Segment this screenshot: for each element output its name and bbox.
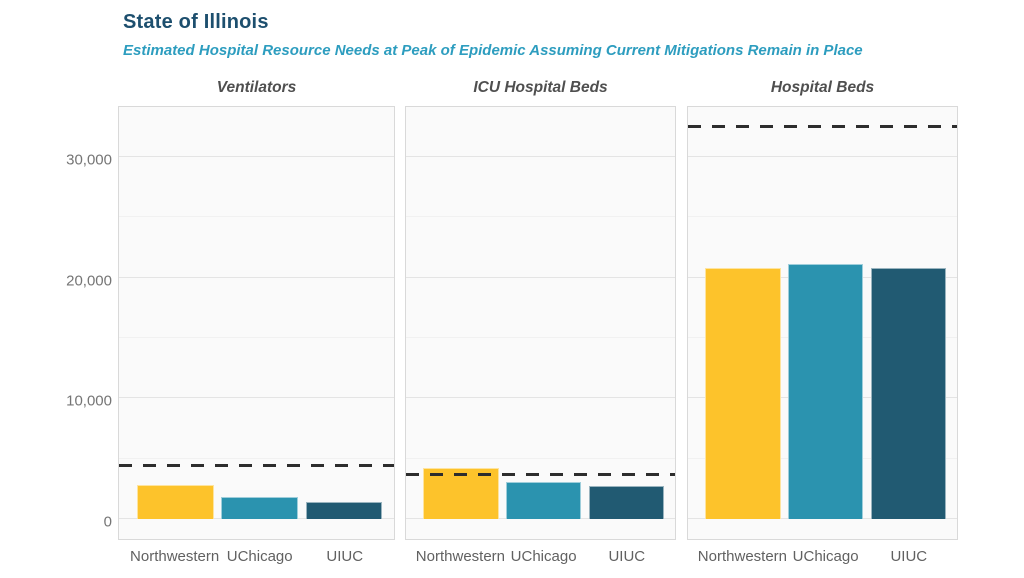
bar-uchicago xyxy=(506,481,582,519)
minor-gridline xyxy=(119,457,394,459)
x-axis-labels: Northwestern UChicago UIUC xyxy=(687,548,958,568)
facet-title-icu-hospital-beds: ICU Hospital Beds xyxy=(473,79,608,96)
facet-title-ventilators: Ventilators xyxy=(216,79,297,96)
minor-gridline xyxy=(688,216,957,218)
bar-uiuc xyxy=(305,501,383,519)
bar-northwestern xyxy=(423,468,499,519)
facet-ventilators: Ventilators Northwestern UChicago UIUC xyxy=(118,0,395,578)
capacity-dashed-line xyxy=(406,473,675,477)
panel-ventilators xyxy=(118,106,395,540)
panel-icu-hospital-beds xyxy=(405,106,676,540)
x-tick-label: UChicago xyxy=(792,548,859,565)
facet-title-hospital-beds: Hospital Beds xyxy=(770,79,875,96)
x-tick-label: UChicago xyxy=(226,548,293,565)
major-gridline xyxy=(406,276,675,278)
bar-northwestern xyxy=(136,485,214,519)
bar-uchicago xyxy=(221,497,299,519)
minor-gridline xyxy=(406,336,675,338)
y-tick-label: 20,000 xyxy=(66,272,112,290)
x-tick-label: Northwestern xyxy=(697,548,788,565)
x-tick-label: UIUC xyxy=(608,548,646,565)
major-gridline xyxy=(688,155,957,157)
bar-uiuc xyxy=(870,267,946,519)
major-gridline xyxy=(119,155,394,157)
facet-icu-hospital-beds: ICU Hospital Beds Northwestern UChicago UI… xyxy=(405,0,676,578)
x-tick-label: Northwestern xyxy=(130,548,220,565)
minor-gridline xyxy=(119,216,394,218)
panel-hospital-beds xyxy=(687,106,958,540)
major-gridline xyxy=(119,397,394,399)
y-tick-label: 10,000 xyxy=(66,392,112,410)
x-tick-label: UChicago xyxy=(510,548,577,565)
x-axis-labels: Northwestern UChicago UIUC xyxy=(405,548,676,568)
chart-title: State of Illinois xyxy=(123,11,269,33)
bar-northwestern xyxy=(705,267,781,519)
minor-gridline xyxy=(406,457,675,459)
capacity-dashed-line xyxy=(119,464,394,468)
bar-uiuc xyxy=(588,486,664,519)
capacity-dashed-line xyxy=(688,125,957,129)
x-tick-label: Northwestern xyxy=(415,548,506,565)
y-axis: 0 10,000 20,000 30,000 xyxy=(0,106,112,540)
minor-gridline xyxy=(119,336,394,338)
major-gridline xyxy=(406,155,675,157)
chart-subtitle: Estimated Hospital Resource Needs at Pea… xyxy=(123,42,863,59)
y-tick-label: 30,000 xyxy=(66,151,112,169)
x-tick-label: UIUC xyxy=(326,548,364,565)
major-gridline xyxy=(119,276,394,278)
x-axis-labels: Northwestern UChicago UIUC xyxy=(118,548,395,568)
minor-gridline xyxy=(406,216,675,218)
major-gridline xyxy=(406,397,675,399)
bar-uchicago xyxy=(788,264,864,519)
x-tick-label: UIUC xyxy=(890,548,928,565)
y-tick-label: 0 xyxy=(103,513,112,531)
facet-hospital-beds: Hospital Beds Northwestern UChicago UIUC xyxy=(687,0,958,578)
